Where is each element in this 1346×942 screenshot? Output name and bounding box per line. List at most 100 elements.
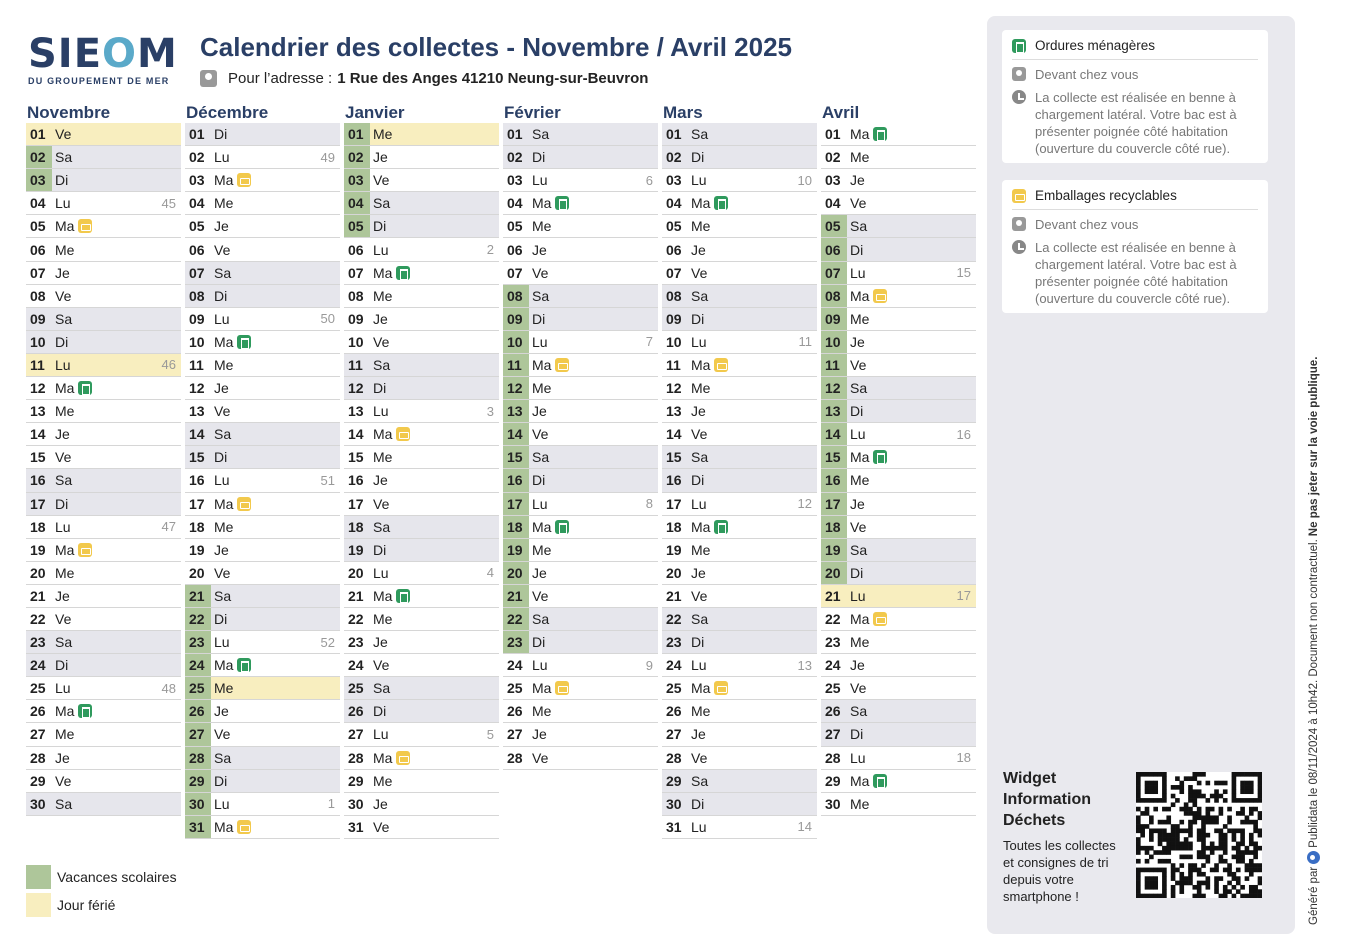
legend: Vacances scolaires Jour férié [26,865,177,921]
trash-icon [237,334,252,349]
day-row: 12 Di [344,377,499,401]
day-row: 08 Di [185,284,340,308]
day-row: 31 Ve [344,815,499,839]
day-of-week: Ve [214,241,231,258]
footer-brand[interactable]: Publidata [1307,799,1320,848]
day-of-week: Je [214,218,229,235]
day-number: 12 [348,380,364,397]
day-row: 13 Je [662,400,817,424]
day-number: 03 [26,169,52,192]
day-number: 07 [821,261,847,284]
day-number: 10 [503,330,529,353]
card-emballages-info: La collecte est réalisée en benne à char… [1012,239,1258,307]
day-of-week: Je [373,634,388,651]
day-of-week: Sa [55,472,73,489]
day-number: 09 [348,310,364,327]
day-row: 29 Me [344,769,499,793]
day-of-week: Je [214,703,229,720]
day-of-week: Je [691,403,706,420]
day-of-week: Me [373,126,393,143]
day-of-week: Me [691,218,711,235]
day-of-week: Lu [373,564,389,581]
day-number: 10 [30,333,46,350]
day-number: 27 [185,723,211,746]
publidata-icon [1307,850,1320,864]
day-row: 30 Di [662,792,817,816]
day-number: 12 [30,380,46,397]
clock-icon [1012,90,1026,104]
day-number: 10 [189,333,205,350]
day-of-week: Me [373,287,393,304]
day-of-week: Sa [373,356,391,373]
day-of-week: Lu [532,657,548,674]
day-row: 15 Ve [26,446,181,470]
day-number: 19 [30,541,46,558]
day-of-week: Sa [532,287,550,304]
day-number: 27 [666,726,682,743]
day-number: 26 [825,703,841,720]
day-of-week: Je [532,564,547,581]
day-row: 05 Je [185,215,340,239]
day-row: 06 Je [662,238,817,262]
day-number: 15 [821,446,847,469]
day-row: 25 Sa [344,677,499,701]
recycle-bin-icon [237,173,252,188]
day-row: 26 Ma [26,700,181,724]
day-row: 22 Me [344,607,499,632]
info-panel: Ordures ménagères Devant chez vous La co… [987,16,1295,934]
day-row: 17 Di [26,492,181,516]
day-number: 29 [30,772,46,789]
month-name: Décembre [186,103,269,122]
qr-code[interactable] [1136,772,1262,898]
trash-icon [714,519,729,534]
day-row: 22 Di [185,607,340,632]
trash-icon [873,450,888,465]
day-of-week: Me [214,356,234,373]
day-of-week: Ve [373,818,390,835]
day-of-week: Ma [691,518,711,535]
day-number: 17 [821,492,847,515]
day-of-week: Lu [850,426,866,443]
day-number: 05 [189,218,205,235]
day-row: 24 Ma [185,654,340,678]
day-number: 26 [666,703,682,720]
day-row: 13 Lu 3 [344,400,499,424]
day-row: 11 Ma [662,353,817,378]
day-of-week: Je [532,726,547,743]
day-number: 18 [348,518,364,535]
day-of-week: Di [691,795,705,812]
day-row: 25 Ma [503,677,658,701]
footer-generated-by: Généré par [1307,866,1320,925]
day-number: 29 [666,772,682,789]
day-of-week: Ma [532,195,552,212]
day-number: 14 [348,426,364,443]
day-of-week: Ma [214,818,234,835]
day-row: 04 Lu 45 [26,192,181,216]
recycle-bin-icon [555,357,570,372]
day-number: 05 [30,218,46,235]
day-row: 11 Me [185,353,340,378]
day-row: 25 Me [185,677,340,701]
clock-icon [1012,240,1026,254]
day-number: 15 [348,449,364,466]
day-row: 03 Di [26,169,181,193]
day-of-week: Lu [532,333,548,350]
day-row: 10 Di [26,330,181,354]
day-of-week: Je [55,264,70,281]
recycle-bin-icon [873,288,888,303]
day-row: 23 Di [503,631,658,655]
day-of-week: Lu [214,634,230,651]
day-number: 31 [348,818,364,835]
month-name: Février [504,103,561,122]
day-number: 23 [348,634,364,651]
month-column: Février 01 Sa 02 Di 03 Lu 6 04 Ma 05 Me 06 Je 07 Ve 08 Sa… [503,102,658,839]
day-number: 17 [30,495,46,512]
day-row: 02 Di [503,146,658,170]
day-of-week: Lu [691,172,707,189]
day-of-week: Ma [850,126,870,143]
day-of-week: Je [850,495,865,512]
day-of-week: Sa [55,795,73,812]
day-row: 18 Ve [821,515,976,539]
day-of-week: Lu [532,172,548,189]
day-row: 03 Lu 10 [662,169,817,193]
